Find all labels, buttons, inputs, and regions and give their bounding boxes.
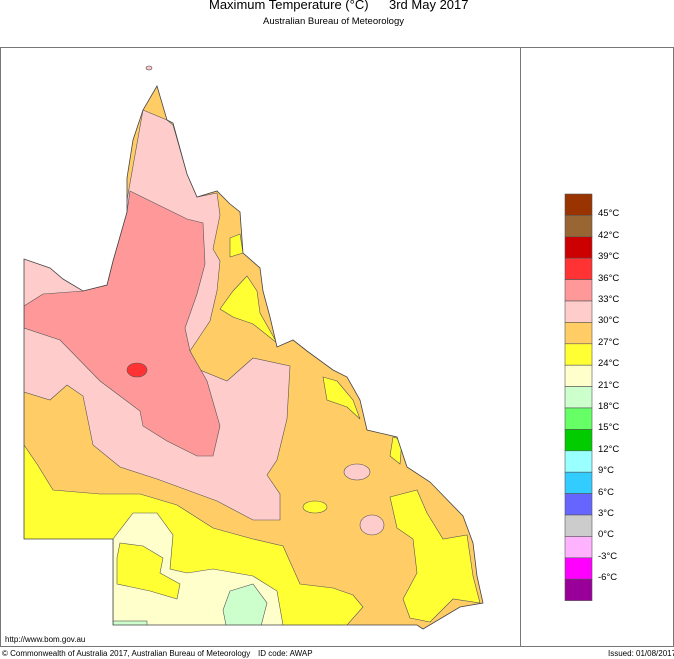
legend-swatch <box>564 536 593 559</box>
source-url: http://www.bom.gov.au <box>5 635 86 644</box>
legend-swatch <box>564 279 593 302</box>
id-code: ID code: AWAP <box>258 649 313 658</box>
legend-label: 24°C <box>598 358 620 370</box>
legend-divider <box>520 47 521 646</box>
legend-color-bar <box>564 193 593 601</box>
map-date: 3rd May 2017 <box>389 0 469 12</box>
region-30-33-east2 <box>359 514 385 536</box>
legend-label: 9°C <box>598 465 614 477</box>
legend-swatch <box>564 578 593 601</box>
legend-swatch <box>564 514 593 537</box>
legend-swatch <box>564 471 593 494</box>
map-subtitle: Australian Bureau of Meteorology <box>263 16 404 27</box>
legend-label: 0°C <box>598 529 614 541</box>
region-36-39 <box>126 362 148 378</box>
legend-swatch <box>564 236 593 259</box>
legend-swatch <box>564 215 593 238</box>
legend-swatch <box>564 193 593 216</box>
legend-swatch <box>564 364 593 387</box>
map-title: Maximum Temperature (°C) <box>209 0 369 12</box>
legend-label: 39°C <box>598 251 620 263</box>
legend-label: 21°C <box>598 379 620 391</box>
region-24-27-inland <box>302 500 328 514</box>
legend-label: 6°C <box>598 486 614 498</box>
legend-label: 45°C <box>598 208 620 220</box>
legend-label: 36°C <box>598 272 620 284</box>
legend-swatch <box>564 493 593 516</box>
legend-swatch <box>564 322 593 345</box>
legend-swatch <box>564 407 593 430</box>
legend-label: 30°C <box>598 315 620 327</box>
queensland-outline <box>23 84 484 630</box>
legend-label: 33°C <box>598 294 620 305</box>
legend-label: 3°C <box>598 508 614 519</box>
legend-label: 42°C <box>598 229 620 241</box>
legend-swatch <box>564 257 593 280</box>
legend-label: -3°C <box>598 550 618 562</box>
region-24-27-north <box>219 275 278 344</box>
issued-date: Issued: 01/08/2017 <box>608 649 674 658</box>
legend-swatch <box>564 300 593 323</box>
legend-label: 18°C <box>598 401 620 412</box>
region-18-21 <box>222 583 268 629</box>
region-24-27-southeast <box>389 489 481 623</box>
legend-label: 27°C <box>598 336 620 348</box>
region-30-33-east1 <box>343 463 371 481</box>
legend-swatch <box>564 386 593 409</box>
legend-swatch <box>564 343 593 366</box>
legend-swatch <box>564 450 593 473</box>
legend-swatch <box>564 557 593 580</box>
region-24-27-coast <box>322 376 361 420</box>
legend-swatch <box>564 429 593 452</box>
legend-label: 15°C <box>598 422 620 434</box>
legend-label: 12°C <box>598 443 620 455</box>
island <box>145 65 153 71</box>
legend-label: -6°C <box>598 572 618 584</box>
region-24-27-southwest <box>116 542 181 600</box>
copyright: © Commonwealth of Australia 2017, Austra… <box>2 649 251 658</box>
